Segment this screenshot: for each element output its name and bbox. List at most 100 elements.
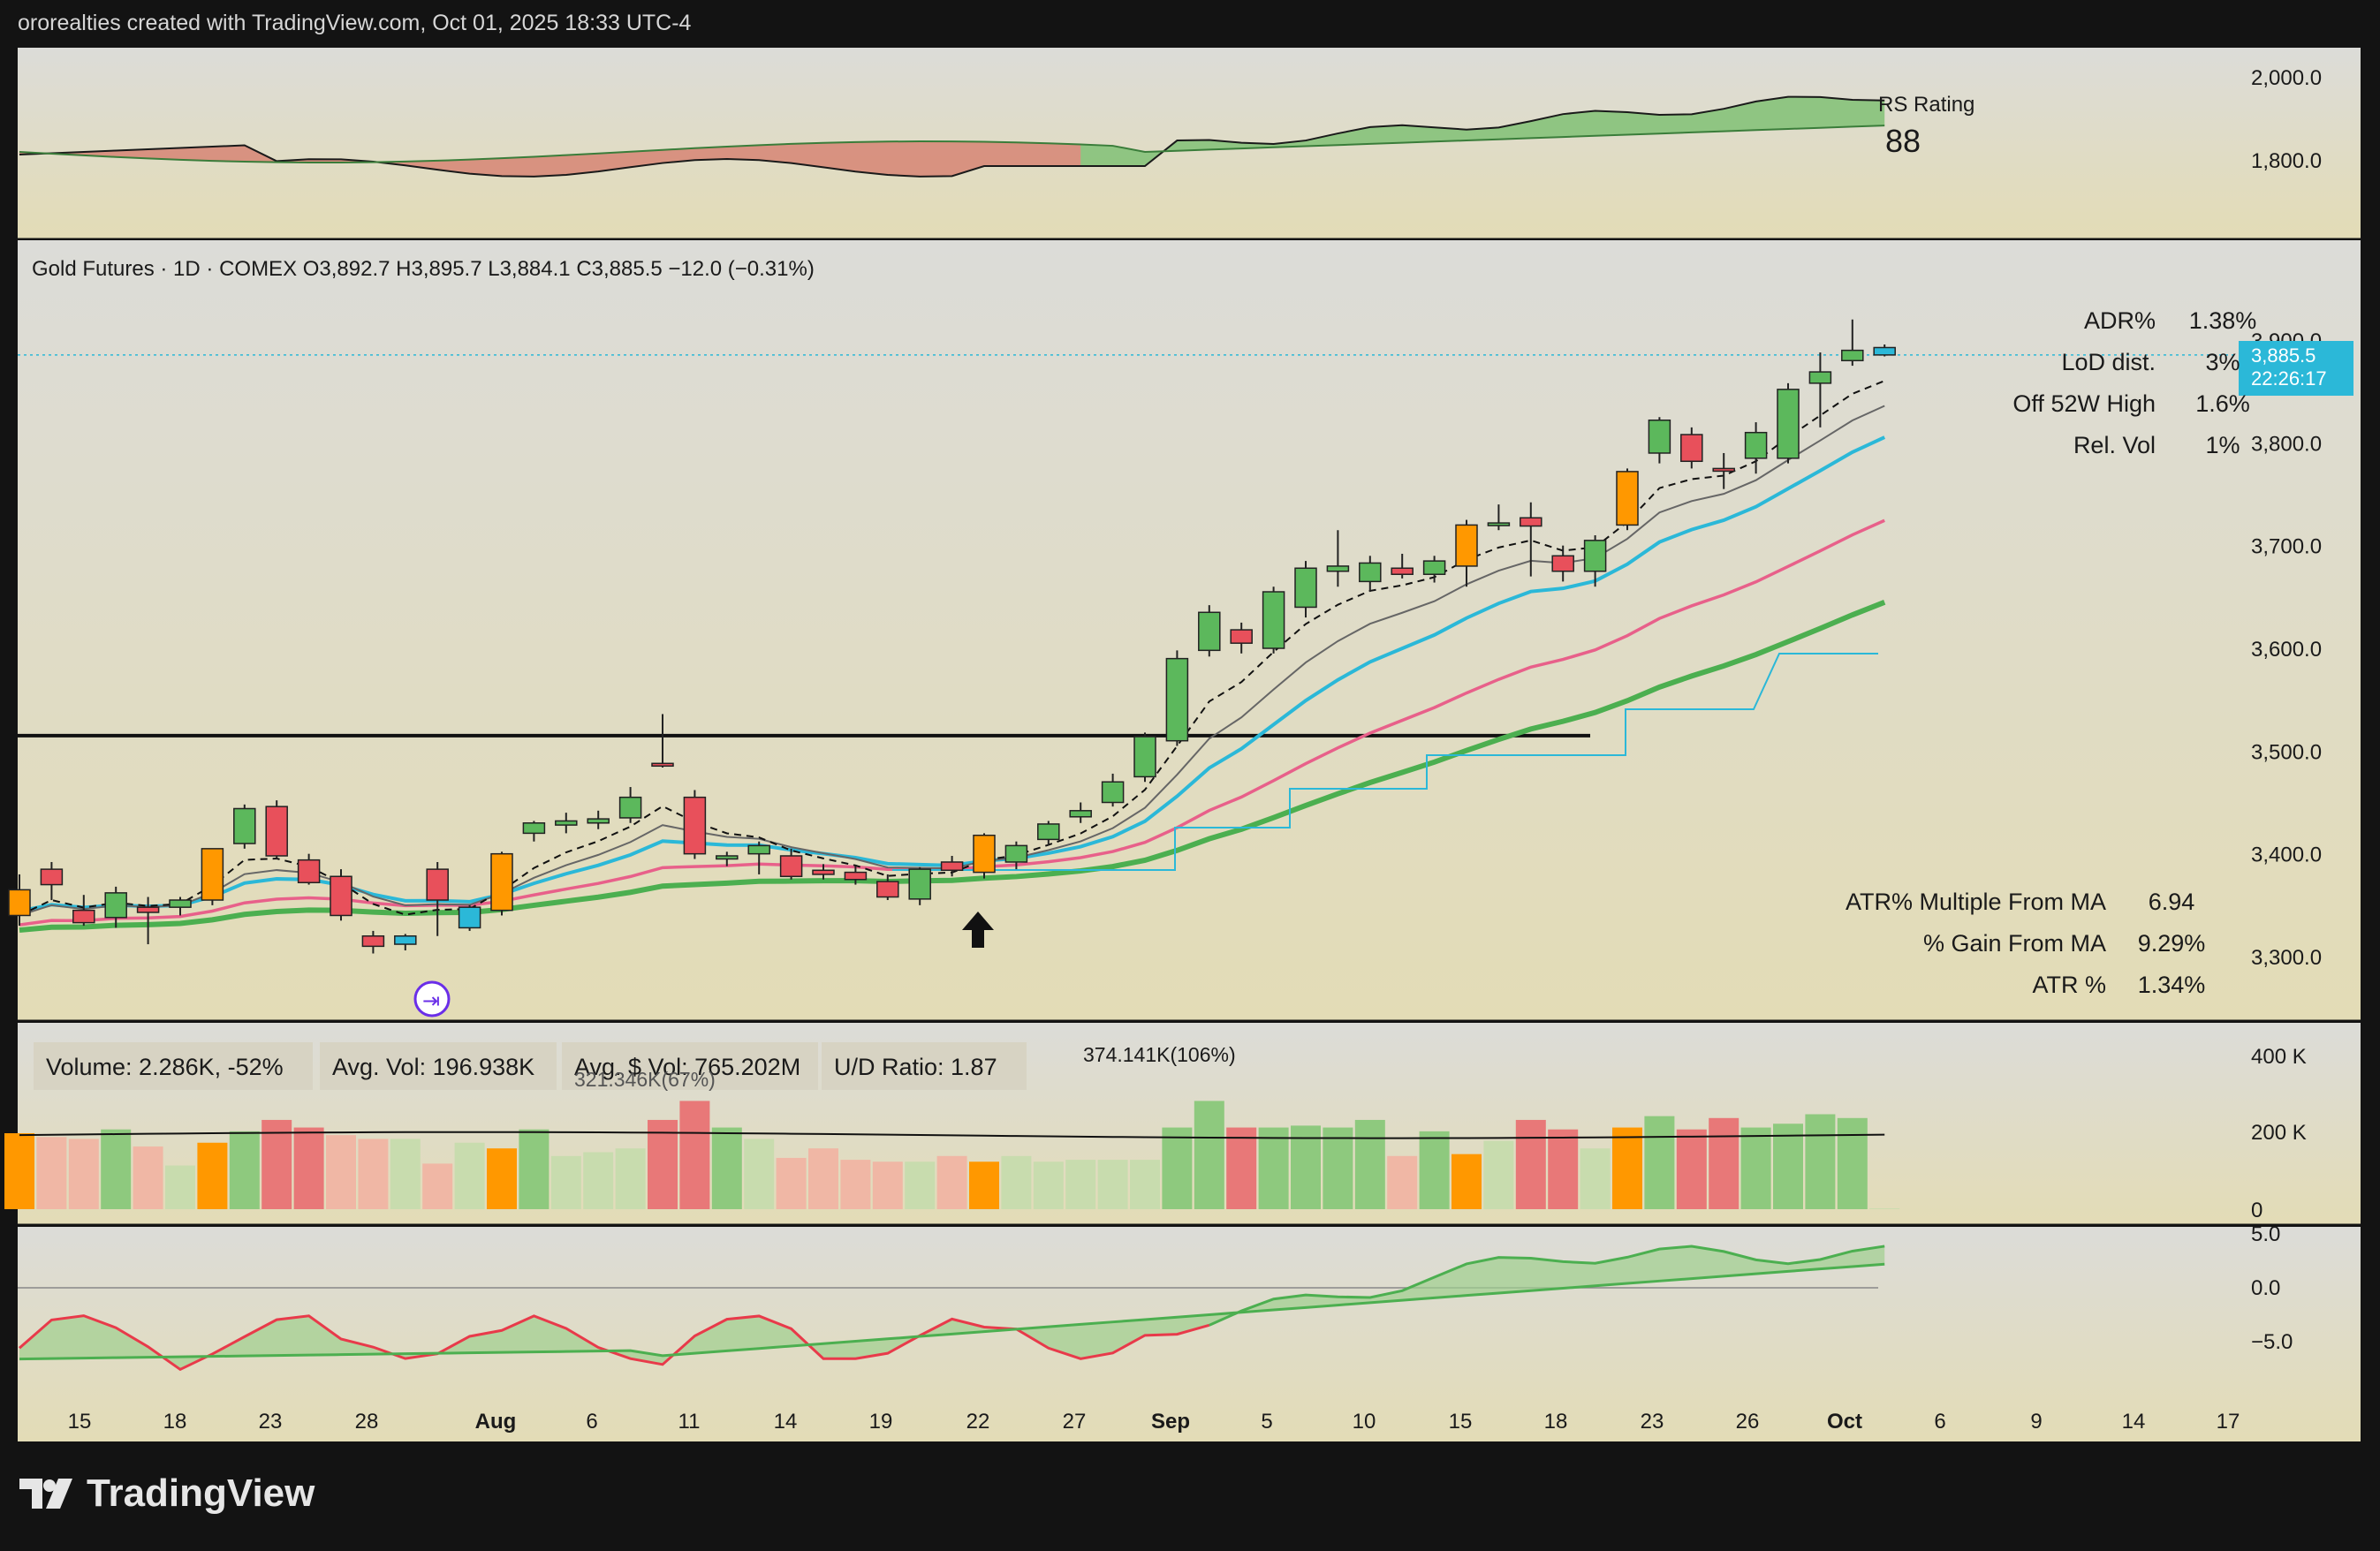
candle <box>683 790 707 859</box>
time-axis-label: 23 <box>1641 1410 1664 1434</box>
time-axis-label: 15 <box>68 1410 92 1434</box>
candle-body <box>1101 781 1125 804</box>
candle <box>1455 519 1478 587</box>
volume-bar <box>4 1133 34 1209</box>
candle-body <box>1004 844 1028 863</box>
candle-body <box>812 869 835 875</box>
volume-panel[interactable]: Volume: 2.286K, -52% Avg. Vol: 196.938K Av… <box>4 1023 2361 1227</box>
price-axis-label: 3,600.0 <box>2251 638 2322 662</box>
volume-peak-label: 321.346K(67%) <box>574 1068 716 1091</box>
time-axis-label: Sep <box>1151 1410 1190 1434</box>
candle-body <box>1712 467 1735 473</box>
volume-bar <box>1709 1117 1740 1209</box>
time-axis[interactable]: 15 18 23 28 Aug 6 11 14 19 22 27 Sep 5 10 15 18 23 26 Oct 6… <box>68 1410 2240 1434</box>
candle <box>330 869 352 921</box>
volume-bar <box>1451 1154 1482 1209</box>
volume-bar <box>293 1127 324 1209</box>
volume-bar <box>1291 1125 1321 1209</box>
stat-label: ADR% <box>2084 307 2156 334</box>
candle-body <box>876 881 899 898</box>
rs-rating-panel[interactable]: RS Rating 88 2,000.0 1,800.0 <box>18 48 2361 241</box>
volume-bar <box>326 1135 356 1209</box>
candle-body <box>1744 431 1768 459</box>
volume-bar <box>583 1152 614 1209</box>
stat-label: Rel. Vol <box>2073 432 2156 458</box>
volume-bar <box>1258 1127 1289 1209</box>
volume-bar <box>1483 1140 1514 1209</box>
candle-body <box>490 852 513 912</box>
candle <box>1422 556 1446 583</box>
candle <box>1777 382 1800 464</box>
candle-body <box>1262 591 1285 649</box>
volume-bar <box>1515 1119 1546 1209</box>
candle-body <box>1069 810 1092 818</box>
time-axis-label: Oct <box>1827 1410 1862 1434</box>
volume-bar <box>1033 1161 1064 1209</box>
candle-body <box>1841 349 1864 362</box>
candle-body <box>1391 567 1414 575</box>
oscillator-panel[interactable]: 5.0 0.0 −5.0 <box>18 1222 2361 1441</box>
candle-body <box>1616 471 1639 526</box>
osc-signal-line <box>19 1262 1885 1361</box>
candle <box>1101 773 1125 807</box>
volume-bar <box>1805 1114 1836 1209</box>
price-panel[interactable]: Gold Futures · 1D · COMEX O3,892.7 H3,89… <box>8 240 2361 1023</box>
candle <box>555 813 578 834</box>
osc-area <box>19 1245 1885 1370</box>
candle <box>1198 605 1221 657</box>
volume-bar <box>905 1161 936 1209</box>
volume-info-box <box>320 1042 557 1090</box>
volume-bar <box>1644 1116 1675 1209</box>
volume-bar <box>1226 1127 1257 1209</box>
candle <box>1712 452 1735 489</box>
volume-bar <box>648 1119 678 1209</box>
candle-body <box>618 796 642 819</box>
candle <box>1648 417 1671 464</box>
chart-canvas[interactable]: RS Rating 88 2,000.0 1,800.0 Gold Futures ·… <box>0 0 2380 1466</box>
volume-bar <box>872 1161 903 1209</box>
candle-body <box>587 818 610 824</box>
chart-credit: ororealties created with TradingView.com… <box>18 11 692 35</box>
candle-body <box>40 868 64 886</box>
candle <box>361 930 385 954</box>
candle-body <box>1198 611 1221 652</box>
time-axis-label: 6 <box>1934 1410 1945 1434</box>
stat-label: ATR% Multiple From MA <box>1846 889 2106 915</box>
candle-body <box>1133 736 1156 778</box>
candle-body <box>426 868 449 901</box>
candle <box>973 833 996 879</box>
candle-body <box>458 906 481 929</box>
candle-body <box>169 899 192 908</box>
rs-rating-label: RS Rating <box>1878 93 1974 117</box>
candle-body <box>72 909 95 924</box>
candle <box>651 714 674 768</box>
candle-body <box>1230 629 1253 644</box>
volume-info-text: U/D Ratio: 1.87 <box>834 1054 997 1080</box>
volume-bar <box>1740 1127 1771 1209</box>
candle <box>876 874 899 901</box>
candle-body <box>1777 389 1800 459</box>
candle <box>522 821 546 842</box>
price-countdown: 22:26:17 <box>2251 367 2327 390</box>
volume-bar <box>1580 1148 1611 1209</box>
time-axis-label: 23 <box>259 1410 283 1434</box>
stat-value: 1.6% <box>2195 390 2250 417</box>
volume-bar <box>165 1165 195 1209</box>
candle <box>1551 545 1574 582</box>
volume-bar <box>519 1129 550 1209</box>
candle <box>1230 622 1253 654</box>
candle <box>1520 502 1542 577</box>
event-marker-icon <box>413 980 451 1018</box>
tradingview-logo[interactable]: TradingView <box>19 1472 315 1516</box>
stat-label: ATR % <box>2032 972 2106 998</box>
time-axis-label: 18 <box>1544 1410 1568 1434</box>
volume-axis-label: 400 K <box>2251 1045 2307 1069</box>
candle <box>1359 556 1382 593</box>
rs-rating-value: 88 <box>1885 123 1921 159</box>
candle <box>1680 427 1703 469</box>
candle-body <box>555 820 578 826</box>
time-axis-label: 14 <box>774 1410 798 1434</box>
stat-value: 3% <box>2205 349 2240 375</box>
candle <box>426 861 449 936</box>
candle <box>1616 468 1639 531</box>
